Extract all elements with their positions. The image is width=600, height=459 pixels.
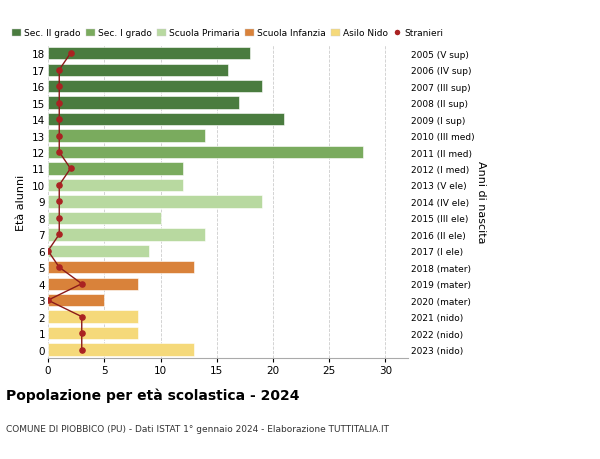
Bar	[48, 130, 205, 142]
Bar	[48, 245, 149, 257]
Point	[77, 313, 86, 321]
Point	[66, 50, 76, 58]
Bar	[48, 48, 251, 60]
Point	[55, 231, 64, 239]
Point	[55, 133, 64, 140]
Point	[55, 67, 64, 74]
Text: COMUNE DI PIOBBICO (PU) - Dati ISTAT 1° gennaio 2024 - Elaborazione TUTTITALIA.I: COMUNE DI PIOBBICO (PU) - Dati ISTAT 1° …	[6, 425, 389, 434]
Bar	[48, 97, 239, 110]
Point	[55, 182, 64, 189]
Point	[55, 83, 64, 90]
Point	[77, 280, 86, 288]
Point	[55, 149, 64, 157]
Bar	[48, 179, 183, 192]
Bar	[48, 262, 194, 274]
Point	[43, 297, 53, 304]
Point	[55, 116, 64, 123]
Point	[77, 346, 86, 353]
Point	[55, 215, 64, 222]
Bar	[48, 114, 284, 126]
Bar	[48, 163, 183, 175]
Bar	[48, 229, 205, 241]
Text: Popolazione per età scolastica - 2024: Popolazione per età scolastica - 2024	[6, 388, 299, 403]
Bar	[48, 344, 194, 356]
Point	[55, 264, 64, 271]
Point	[77, 330, 86, 337]
Point	[55, 100, 64, 107]
Bar	[48, 327, 138, 340]
Legend: Sec. II grado, Sec. I grado, Scuola Primaria, Scuola Infanzia, Asilo Nido, Stran: Sec. II grado, Sec. I grado, Scuola Prim…	[13, 29, 443, 38]
Y-axis label: Età alunni: Età alunni	[16, 174, 26, 230]
Bar	[48, 196, 262, 208]
Point	[55, 198, 64, 206]
Bar	[48, 146, 363, 159]
Point	[66, 165, 76, 173]
Point	[43, 247, 53, 255]
Bar	[48, 311, 138, 323]
Bar	[48, 81, 262, 93]
Bar	[48, 278, 138, 290]
Bar	[48, 294, 104, 307]
Bar	[48, 64, 228, 77]
Y-axis label: Anni di nascita: Anni di nascita	[476, 161, 485, 243]
Bar	[48, 212, 161, 224]
